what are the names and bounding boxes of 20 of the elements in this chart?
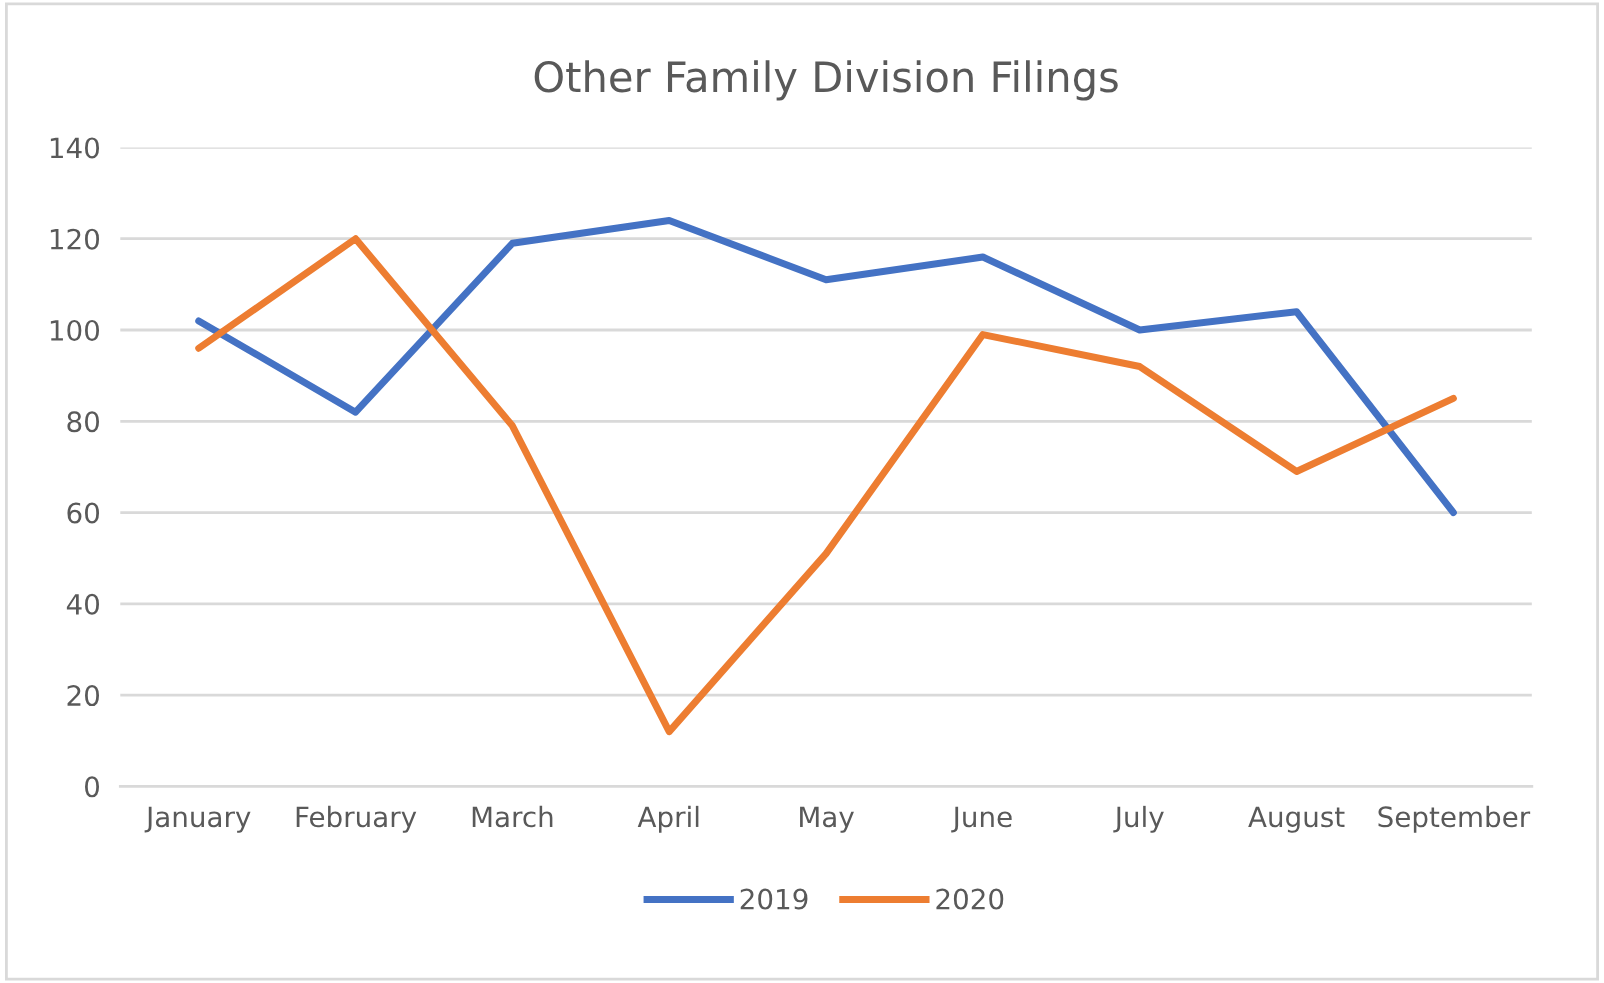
y-tick-label: 120 xyxy=(50,228,100,250)
x-tick-label: June xyxy=(951,806,1012,833)
y-tick-label: 40 xyxy=(66,593,100,615)
y-tick-label: 60 xyxy=(67,502,100,524)
x-tick-label: March xyxy=(472,805,553,828)
y-tick-label: 20 xyxy=(67,685,100,707)
x-tick-label: July xyxy=(1113,805,1164,833)
x-tick-label: September xyxy=(1378,805,1531,833)
x-tick-label: February xyxy=(296,805,417,833)
legend-label: 2019 xyxy=(740,888,808,910)
x-tick-label: January xyxy=(144,806,251,833)
y-tick-label: 0 xyxy=(85,776,100,798)
x-tick-label: May xyxy=(800,806,854,833)
chart-title: Other Family Division Filings xyxy=(534,60,1118,101)
x-tick-label: August xyxy=(1248,806,1345,833)
y-tick-label: 100 xyxy=(50,319,100,341)
legend-label: 2020 xyxy=(936,888,1004,910)
x-tick-label: April xyxy=(637,805,699,833)
y-tick-label: 140 xyxy=(50,137,100,159)
y-tick-label: 80 xyxy=(67,411,100,433)
